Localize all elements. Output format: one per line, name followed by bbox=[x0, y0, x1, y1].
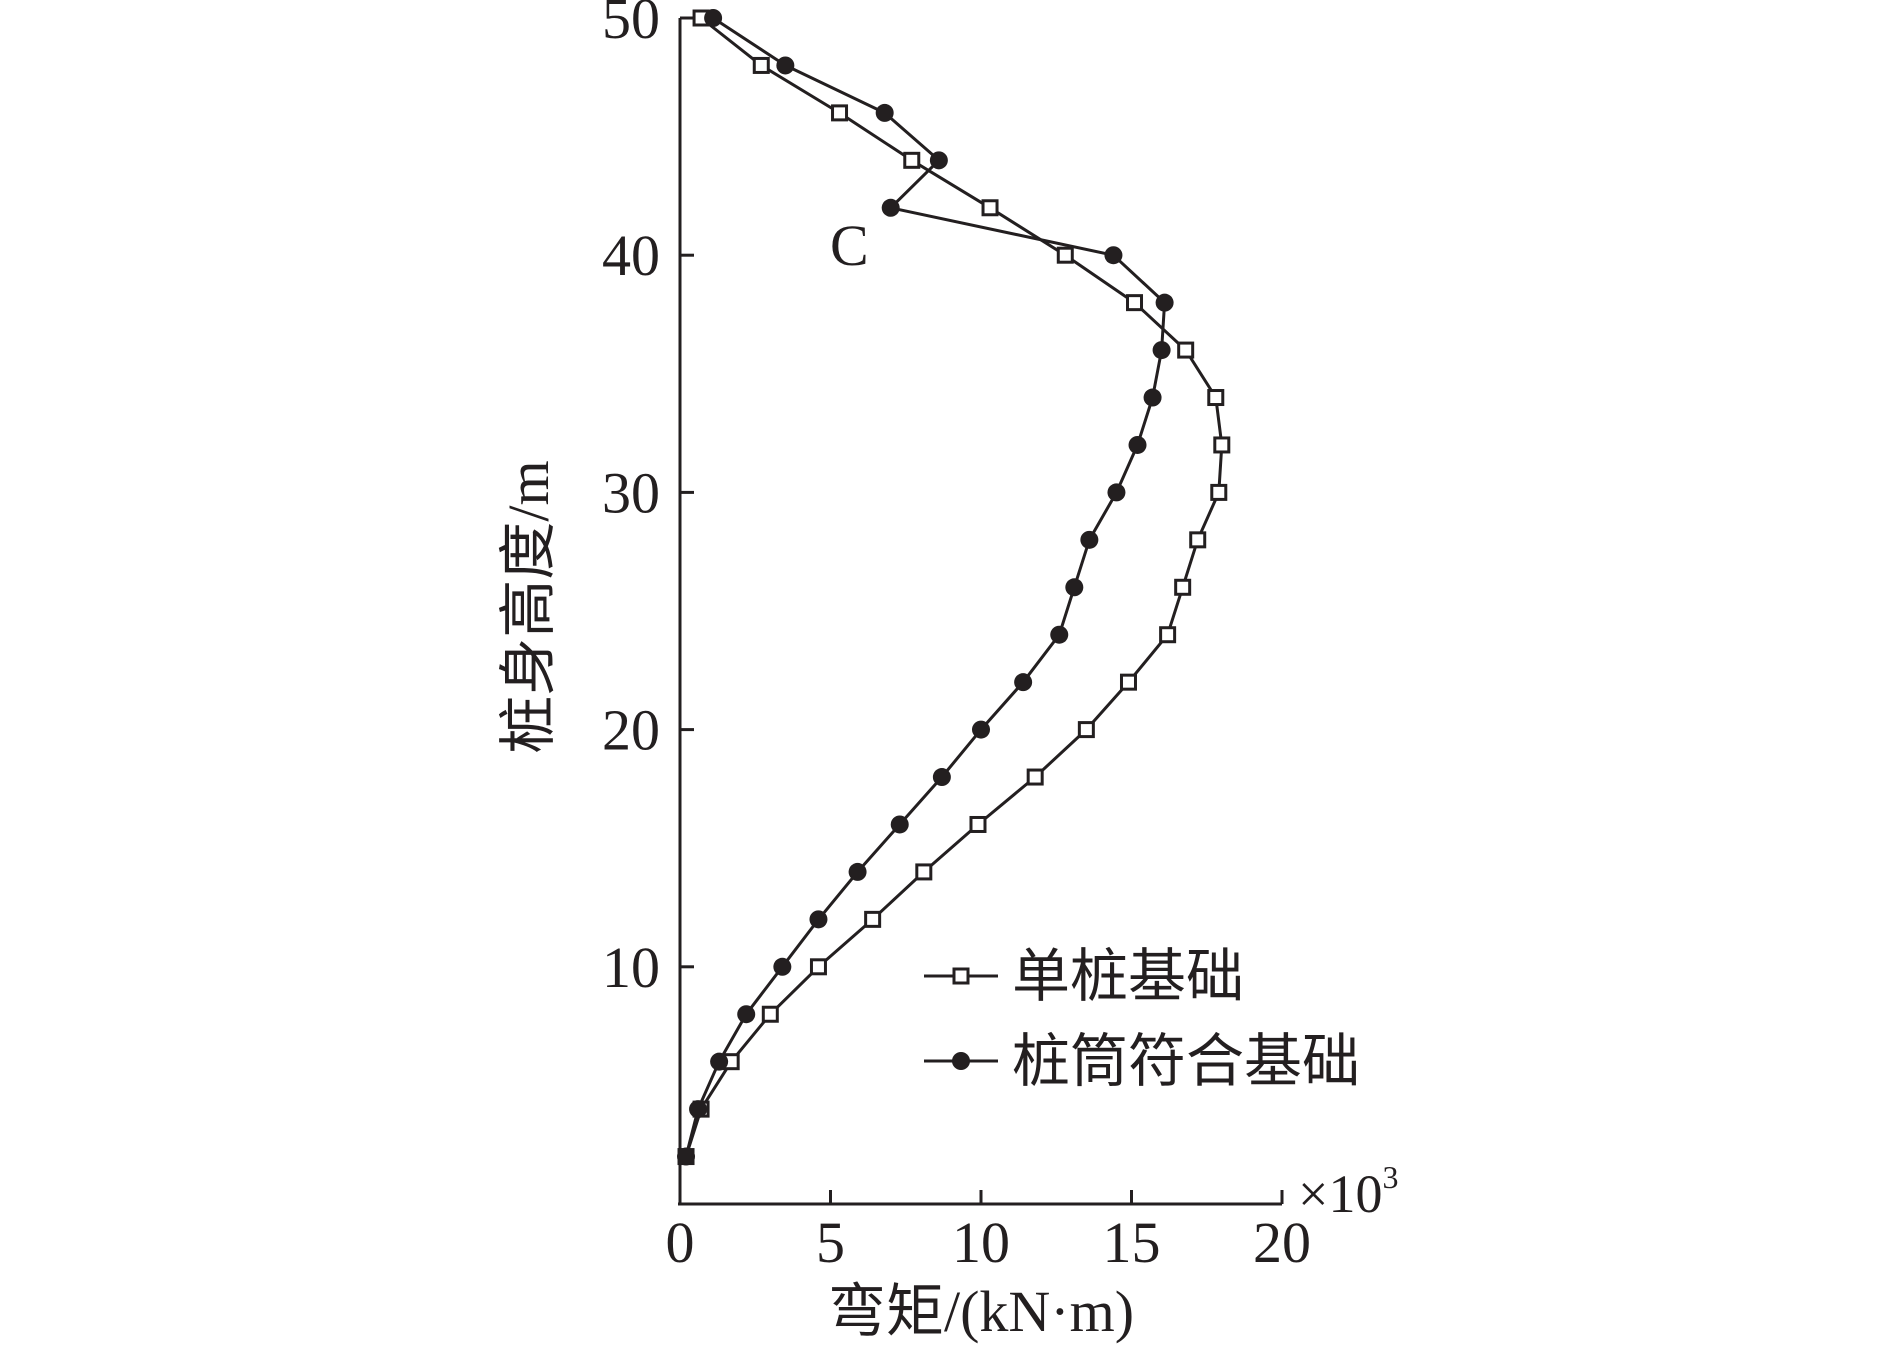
y-axis-title: 桩身高度/m bbox=[496, 460, 561, 753]
data-point bbox=[689, 1100, 707, 1118]
data-point bbox=[737, 1005, 755, 1023]
data-point bbox=[971, 817, 985, 831]
y-tick-label: 10 bbox=[602, 935, 660, 1000]
annotation-c: C bbox=[830, 213, 869, 278]
data-point bbox=[876, 104, 894, 122]
data-point bbox=[773, 958, 791, 976]
data-point bbox=[1028, 770, 1042, 784]
legend-item-pile-bucket: 桩筒符合基础 bbox=[924, 1029, 1360, 1094]
data-point bbox=[754, 58, 768, 72]
legend-marker-pile-bucket bbox=[952, 1052, 970, 1070]
x-axis-title: 弯矩/(kN·m) bbox=[828, 1279, 1134, 1344]
data-point bbox=[677, 1148, 695, 1166]
data-point bbox=[849, 863, 867, 881]
data-point bbox=[1121, 675, 1135, 689]
legend-item-single-pile: 单桩基础 bbox=[924, 944, 1244, 1009]
data-point bbox=[1153, 341, 1171, 359]
y-tick-label: 40 bbox=[602, 223, 660, 288]
y-tick-label: 30 bbox=[602, 460, 660, 525]
axes bbox=[678, 18, 1282, 1204]
data-point bbox=[891, 815, 909, 833]
legend: 单桩基础 桩筒符合基础 bbox=[924, 944, 1360, 1094]
x-scale-note: ×103 bbox=[1298, 1159, 1398, 1224]
data-point bbox=[1161, 628, 1175, 642]
data-point bbox=[704, 9, 722, 27]
data-point bbox=[882, 199, 900, 217]
x-tick-label: 10 bbox=[952, 1210, 1010, 1275]
y-tick-label: 20 bbox=[602, 698, 660, 763]
data-point bbox=[1014, 673, 1032, 691]
x-tick-label: 0 bbox=[666, 1210, 695, 1275]
data-point bbox=[1156, 294, 1174, 312]
x-tick-label: 15 bbox=[1103, 1210, 1161, 1275]
y-tick-label: 50 bbox=[602, 0, 660, 51]
data-point bbox=[972, 721, 990, 739]
data-point bbox=[1065, 578, 1083, 596]
data-point bbox=[1176, 580, 1190, 594]
data-point bbox=[983, 201, 997, 215]
data-point bbox=[866, 912, 880, 926]
data-point bbox=[1179, 343, 1193, 357]
data-point bbox=[809, 910, 827, 928]
data-point bbox=[1080, 531, 1098, 549]
data-point bbox=[811, 960, 825, 974]
data-point bbox=[930, 151, 948, 169]
data-point bbox=[776, 56, 794, 74]
legend-label-single-pile: 单桩基础 bbox=[1012, 944, 1244, 1009]
x-scale-exponent: 3 bbox=[1382, 1159, 1398, 1195]
data-point bbox=[710, 1053, 728, 1071]
legend-marker-single-pile bbox=[954, 969, 968, 983]
legend-label-pile-bucket: 桩筒符合基础 bbox=[1012, 1029, 1360, 1094]
x-scale-base: ×10 bbox=[1298, 1164, 1382, 1224]
data-point bbox=[763, 1007, 777, 1021]
data-point bbox=[917, 865, 931, 879]
data-point bbox=[1104, 246, 1122, 264]
data-point bbox=[905, 153, 919, 167]
data-point bbox=[1191, 533, 1205, 547]
data-point bbox=[1144, 389, 1162, 407]
data-point bbox=[1215, 438, 1229, 452]
data-point bbox=[1209, 391, 1223, 405]
data-point bbox=[1050, 626, 1068, 644]
x-tick-label: 5 bbox=[816, 1210, 845, 1275]
data-point bbox=[1107, 483, 1125, 501]
data-point bbox=[1079, 723, 1093, 737]
data-point bbox=[933, 768, 951, 786]
data-point bbox=[833, 106, 847, 120]
data-point bbox=[1128, 296, 1142, 310]
data-point bbox=[1212, 485, 1226, 499]
data-point bbox=[1129, 436, 1147, 454]
data-point bbox=[1058, 248, 1072, 262]
